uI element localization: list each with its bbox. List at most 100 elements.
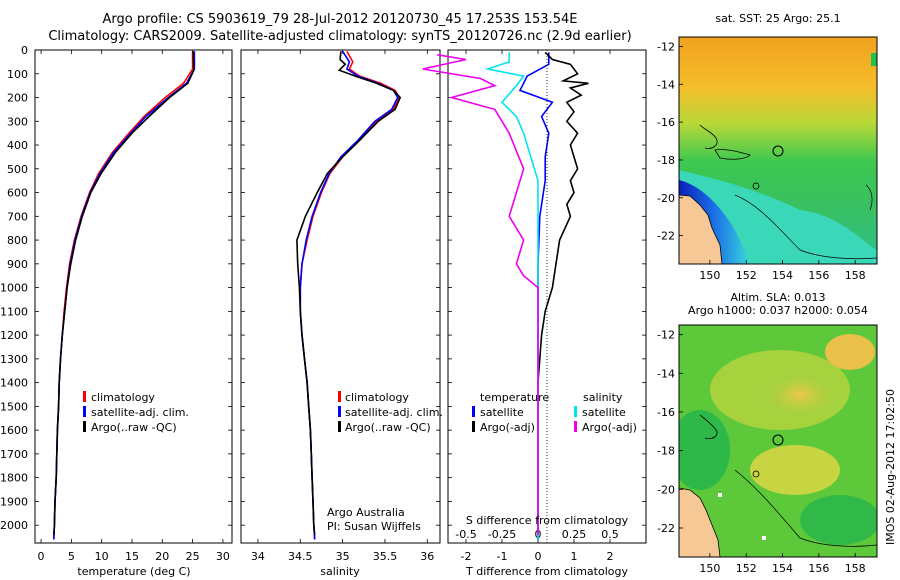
x-tick-label: 35 [336,550,350,563]
depth-tick-label: 1100 [0,305,28,318]
series-satellite [53,51,196,540]
legend-climatology: climatology [345,391,409,404]
legend-swatch-satellite [338,406,341,417]
sst-missing-patch [871,53,877,66]
depth-tick-label: 900 [7,258,28,271]
map-x-tick-label: 156 [808,562,829,575]
map-y-tick-label: -14 [657,78,675,91]
temperature-plot-frame [34,49,233,544]
map-y-tick-label: -18 [657,445,675,458]
depth-tick-label: 300 [7,115,28,128]
legend-swatch-satellite [83,406,86,417]
temperature-xlabel: temperature (deg C) [77,565,190,578]
sst-map-axes: 150 152 154 156 158 -12 -14 -16 -18 -20 -22 [657,40,866,282]
x-tick-label: 10 [95,550,109,563]
series-t-satellite [518,52,554,540]
map-x-tick-label: 154 [772,562,793,575]
depth-tick-label: 700 [7,210,28,223]
depth-tick-label: 100 [7,68,28,81]
depth-tick-label: 1000 [0,282,28,295]
legend-argo: Argo(..raw -QC) [345,421,431,434]
map-y-tick-label: -18 [657,154,675,167]
depth-tick-label: 1700 [0,448,28,461]
legend-head-temperature: temperature [480,391,549,404]
legend-swatch-climatology [338,391,341,402]
x-tick-label: 1 [571,550,578,563]
legend-t-argo: Argo(-adj) [480,421,535,434]
legend-head-salinity: salinity [583,391,623,404]
map-x-tick-label: 152 [736,269,757,282]
legend-s-satellite: satellite [582,406,626,419]
legend-satellite: satellite-adj. clim. [91,406,189,419]
depth-tick-label: 1500 [0,400,28,413]
legend-swatch-s-satellite [574,406,577,417]
series-t-argo [537,51,589,535]
map-y-tick-label: -22 [657,522,675,535]
difference-lines [422,51,589,540]
map-y-tick-label: -16 [657,116,675,129]
x-tick-label: 36 [420,550,434,563]
map-x-tick-label: 150 [699,562,720,575]
depth-tick-label: 1300 [0,353,28,366]
temperature-lines [53,51,196,540]
credit-line1: Argo Australia [327,506,405,519]
island-contour [752,182,760,190]
difference-xlabel: T difference from climatology [465,565,628,578]
map-y-tick-label: -14 [657,367,675,380]
depth-tick-label: 1400 [0,377,28,390]
x-tick-label: 0 [38,550,45,563]
sla-map-image [679,325,877,557]
legend-argo: Argo(..raw -QC) [91,421,177,434]
map-y-tick-label: -12 [657,329,675,342]
x-tick-label: 15 [125,550,139,563]
argo-location-marker[interactable] [772,434,784,446]
depth-tick-label: 0 [21,44,28,57]
s-tick-label: 0.25 [562,528,587,541]
x-tick-label: 25 [186,550,200,563]
x-tick-label: 5 [68,550,75,563]
legend-swatch-t-satellite [472,406,475,417]
sla-high [825,334,875,370]
map-x-tick-label: 158 [845,269,866,282]
depth-tick-label: 600 [7,187,28,200]
figure-title-line1: Argo profile: CS 5903619_79 28-Jul-2012 … [102,12,578,27]
legend-climatology: climatology [91,391,155,404]
sla-low [800,495,877,545]
map-x-tick-label: 152 [736,562,757,575]
map-y-tick-label: -12 [657,40,675,53]
bathymetry-contour [734,469,877,547]
series-s-argo [422,54,539,535]
credit-line2: PI: Susan Wijffels [327,520,421,533]
depth-tick-label: 1900 [0,495,28,508]
bathymetry-contour [865,184,873,211]
reef-contour [699,414,718,439]
legend-s-argo: Argo(-adj) [582,421,637,434]
argo-location-marker[interactable] [772,145,784,157]
legend-swatch-argo [83,421,86,432]
legend-swatch-s-argo [574,421,577,432]
depth-tick-label: 400 [7,139,28,152]
depth-tick-label: 500 [7,163,28,176]
map-x-tick-label: 154 [772,269,793,282]
salinity-legend: climatology satellite-adj. clim. Argo(..… [338,391,443,434]
legend-swatch-argo [338,421,341,432]
sla-map-frame [678,324,878,558]
difference-x-axis: -2 -1 0 1 2-0.5 -0.25 0 0.25 0.5 [455,50,619,563]
land-australia [679,194,723,264]
salinity-xlabel: salinity [320,565,360,578]
depth-tick-label: 800 [7,234,28,247]
reef-contour [714,149,751,160]
bathymetry-contour [734,194,877,260]
map-x-tick-label: 158 [845,562,866,575]
island-contour [752,470,760,478]
map-x-tick-label: 156 [808,269,829,282]
s-tick-label: 0.5 [601,528,619,541]
s-tick-label: -0.25 [488,528,516,541]
series-argo [296,51,402,535]
map-x-tick-label: 150 [699,269,720,282]
figure-title-line2: Climatology: CARS2009. Satellite-adjuste… [48,29,632,44]
legend-t-satellite: satellite [480,406,524,419]
sla-high [750,445,840,495]
depth-tick-label: 2000 [0,519,28,532]
